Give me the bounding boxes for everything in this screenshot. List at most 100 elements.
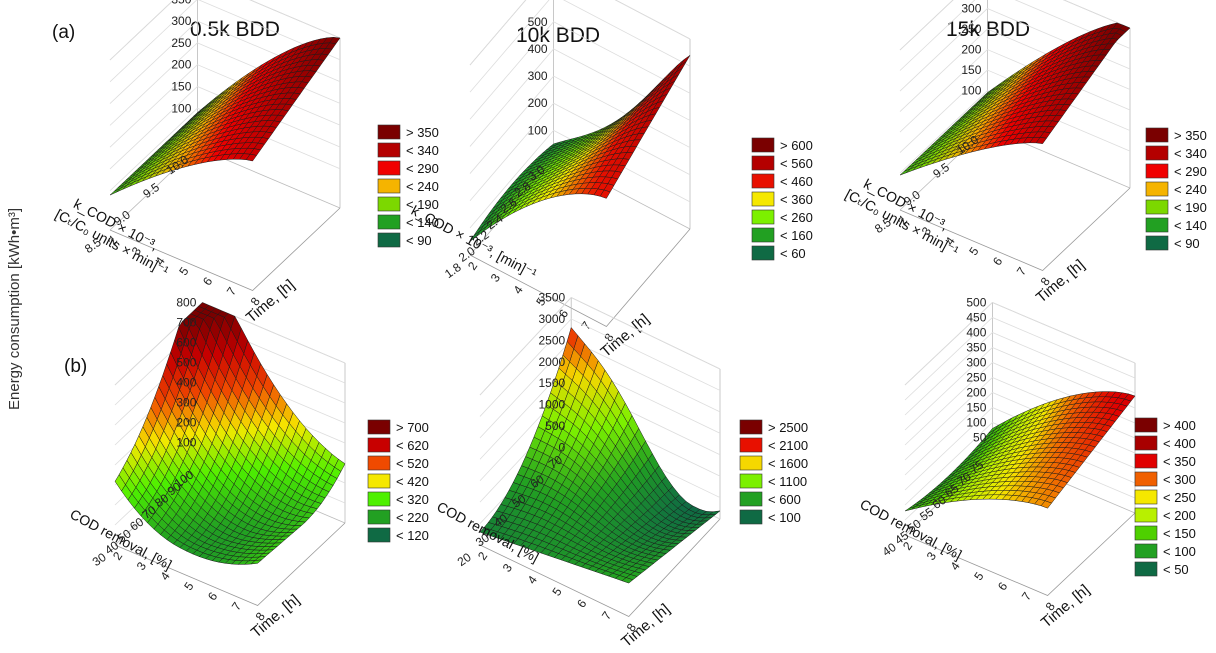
z-grid-line [469, 48, 691, 147]
y-tick-label: 20 [455, 550, 474, 569]
surface-mesh [479, 326, 721, 584]
legend: > 350 < 340 < 290 < 240 < 190 < 140 < 90 [377, 124, 439, 248]
surface-plot-a-0: 100150200250300350400234567810.09.59.08.… [53, 0, 439, 326]
legend-label: > 350 [1174, 128, 1207, 143]
row-label-a: (a) [52, 22, 76, 43]
legend-label: < 420 [396, 474, 429, 489]
legend-swatch [367, 509, 391, 525]
axis-box [899, 0, 1131, 271]
z-grid-line [109, 0, 341, 61]
legend-swatch [1134, 543, 1158, 559]
z-tick-label: 300 [528, 69, 548, 83]
legend-swatch [751, 137, 775, 153]
z-grid-line [899, 0, 1131, 71]
legend-swatch [1145, 163, 1169, 179]
legend-label: < 350 [1163, 454, 1196, 469]
legend-label: > 2500 [768, 420, 808, 435]
surface-plot-a-2: 100150200250300350400234567810.09.59.08.… [843, 0, 1207, 306]
z-tick-label: 500 [176, 356, 196, 370]
z-tick-label: 50 [973, 431, 987, 445]
col-title-0.5k: 0.5k BDD [190, 18, 280, 41]
z-tick-label: 700 [176, 316, 196, 330]
axis-floor [899, 187, 1131, 271]
legend-swatch [739, 455, 763, 471]
z-tick-label: 200 [176, 416, 196, 430]
legend-swatch [1145, 235, 1169, 251]
legend: > 400 < 400 < 350 < 300 < 250 < 200 < 150 < 100… [1134, 417, 1196, 577]
legend-label: < 520 [396, 456, 429, 471]
x-tick-label: 5 [549, 585, 564, 599]
z-tick-label: 350 [171, 0, 191, 6]
surface-cell [250, 559, 263, 565]
legend-label: < 190 [1174, 200, 1207, 215]
surface-mesh [904, 391, 1136, 512]
legend-label: < 220 [396, 510, 429, 525]
legend-swatch [739, 473, 763, 489]
legend-label: < 140 [1174, 218, 1207, 233]
y-tick-label: 1.8 [442, 260, 464, 281]
axis-floor [114, 522, 346, 606]
legend-swatch [1134, 525, 1158, 541]
z-tick-label: 2500 [538, 333, 565, 347]
axis-edge [469, 0, 691, 66]
legend-label: < 600 [768, 492, 801, 507]
z-tick-label: 200 [528, 96, 548, 110]
axis-edge [904, 302, 1136, 386]
legend-swatch [367, 491, 391, 507]
legend-label: < 360 [780, 192, 813, 207]
axis-floor [109, 207, 341, 291]
z-grid-line [899, 69, 1131, 153]
legend-swatch [367, 527, 391, 543]
legend-swatch [377, 178, 401, 194]
legend-swatch [739, 491, 763, 507]
legend: > 600 < 560 < 460 < 360 < 260 < 160 < 60 [751, 137, 813, 261]
legend-swatch [1134, 561, 1158, 577]
legend-swatch [739, 419, 763, 435]
z-tick-label: 500 [528, 15, 548, 29]
legend-swatch [367, 473, 391, 489]
x-tick-label: 2 [475, 549, 490, 563]
z-tick-label: 300 [176, 396, 196, 410]
legend-swatch [377, 124, 401, 140]
z-tick-label: 150 [961, 63, 981, 77]
surface-mesh [469, 55, 691, 242]
legend-swatch [751, 245, 775, 261]
legend-label: < 120 [396, 528, 429, 543]
z-tick-label: 350 [966, 341, 986, 355]
legend-swatch [1134, 435, 1158, 451]
legend-label: > 350 [406, 125, 439, 140]
legend-label: < 1100 [768, 474, 807, 489]
legend: > 700 < 620 < 520 < 420 < 320 < 220 < 120 [367, 419, 429, 543]
z-tick-label: 200 [171, 58, 191, 72]
legend-swatch [1134, 417, 1158, 433]
z-tick-label: 800 [176, 296, 196, 310]
z-tick-label: 100 [961, 84, 981, 98]
legend-label: < 200 [1163, 508, 1196, 523]
z-grid-line [479, 318, 721, 417]
axis-floor [904, 512, 1136, 596]
x-tick-label: 6 [990, 254, 1005, 268]
x-tick-label: 4 [525, 573, 540, 587]
z-tick-label: 400 [528, 42, 548, 56]
legend: > 350 < 340 < 290 < 240 < 190 < 140 < 90 [1145, 127, 1207, 251]
x-tick-label: 6 [995, 579, 1010, 593]
x-tick-label: 7 [579, 319, 594, 333]
surface-plot-a-1: 10020030040050060070023456783.02.82.62.4… [409, 0, 813, 361]
z-tick-label: 300 [171, 14, 191, 28]
z-grid-line [899, 49, 1131, 133]
x-tick-label: 6 [205, 589, 220, 603]
legend-label: < 320 [396, 492, 429, 507]
z-grid-line [904, 347, 1136, 431]
legend-label: < 1600 [768, 456, 808, 471]
z-tick-label: 100 [528, 123, 548, 137]
legend-swatch [367, 437, 391, 453]
x-tick-label: 6 [200, 274, 215, 288]
z-grid-line [904, 302, 1136, 386]
z-grid-line [109, 86, 341, 170]
surface-mesh [109, 37, 341, 196]
z-tick-label: 100 [966, 416, 986, 430]
z-tick-label: 0 [559, 441, 566, 455]
legend-swatch [751, 155, 775, 171]
x-tick-label: 5 [971, 569, 986, 583]
